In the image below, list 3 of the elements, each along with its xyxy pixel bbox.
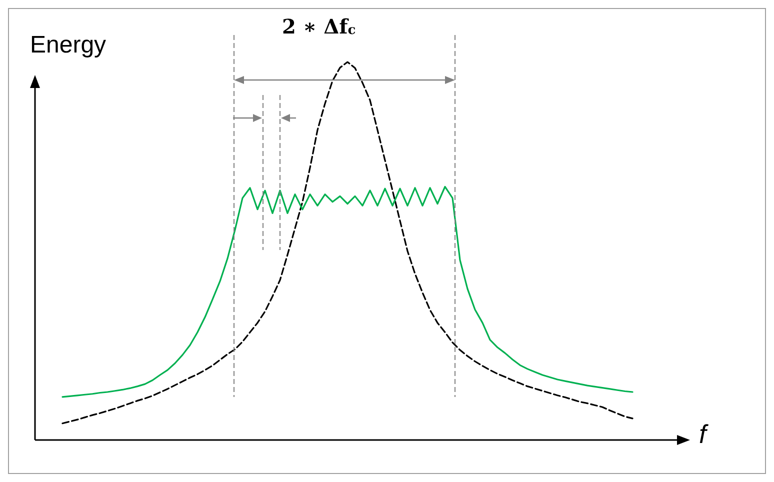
x-axis-title: f — [699, 419, 709, 449]
y-axis-title: Energy — [30, 32, 106, 58]
text: 2 ∗ Δfc — [282, 14, 356, 38]
